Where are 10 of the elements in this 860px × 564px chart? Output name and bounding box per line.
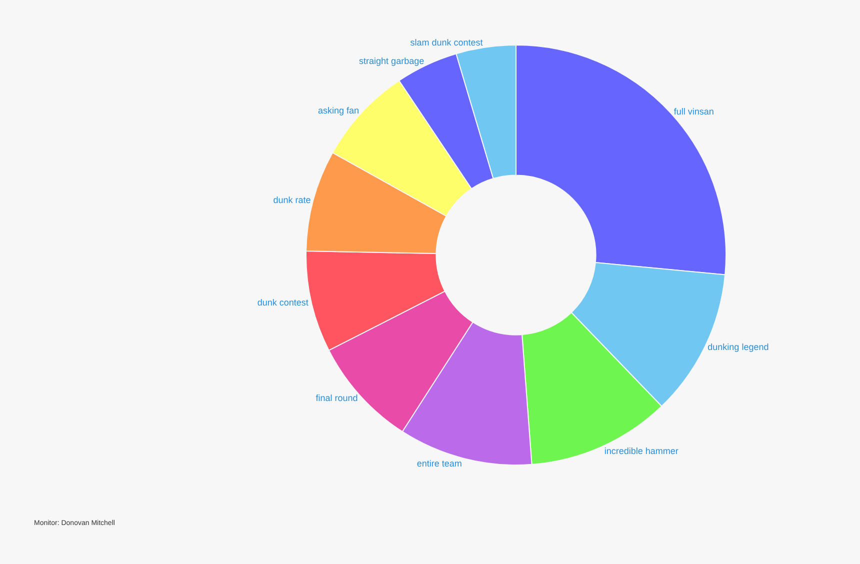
slice-label: full vinsan [674,106,714,116]
slice-label: incredible hammer [604,446,678,456]
slice-label: slam dunk contest [410,37,484,48]
slice-label: straight garbage [359,56,424,66]
slice-label: asking fan [318,105,360,116]
slice-label: entire team [416,458,462,468]
slice-label: dunk contest [257,297,309,308]
slice-label: dunking legend [708,342,769,352]
slice-label: dunk rate [273,194,311,205]
slice-label: final round [316,393,358,404]
